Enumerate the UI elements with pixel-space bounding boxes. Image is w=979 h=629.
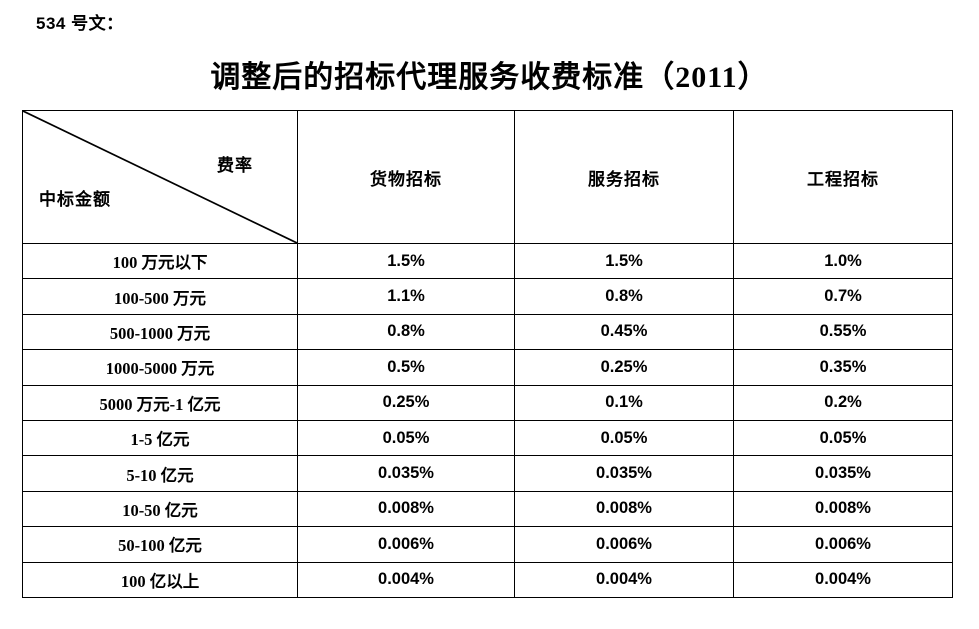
fee-cell: 0.006% (297, 526, 515, 563)
column-header-services: 服务招标 (514, 110, 734, 244)
fee-cell: 0.008% (297, 490, 515, 528)
fee-table-container: 费率 中标金额 货物招标 服务招标 工程招标 100 万元以下 1.5% 1.5… (22, 110, 953, 598)
row-label: 10-50 亿元 (22, 490, 298, 528)
corner-header-cell: 费率 中标金额 (22, 110, 298, 244)
fee-cell: 0.004% (514, 561, 734, 598)
table-row: 10-50 亿元 0.008% 0.008% 0.008% (22, 490, 953, 528)
fee-cell: 0.035% (297, 455, 515, 492)
fee-cell: 0.45% (514, 313, 734, 351)
column-header-engineering: 工程招标 (733, 110, 953, 244)
fee-cell: 1.5% (297, 242, 515, 280)
fee-cell: 1.1% (297, 278, 515, 315)
row-label: 100 亿以上 (22, 561, 298, 598)
table-row: 100-500 万元 1.1% 0.8% 0.7% (22, 278, 953, 315)
row-label: 100 万元以下 (22, 242, 298, 280)
fee-cell: 0.006% (733, 526, 953, 563)
row-label: 1000-5000 万元 (22, 349, 298, 386)
fee-cell: 0.035% (514, 455, 734, 492)
fee-cell: 0.035% (733, 455, 953, 492)
row-label: 1-5 亿元 (22, 419, 298, 457)
fee-cell: 0.05% (297, 419, 515, 457)
fee-cell: 0.006% (514, 526, 734, 563)
fee-cell: 0.004% (733, 561, 953, 598)
row-label: 5000 万元-1 亿元 (22, 384, 298, 421)
fee-cell: 0.8% (297, 313, 515, 351)
doc-number-note: 534 号文： (36, 14, 124, 33)
fee-cell: 0.2% (733, 384, 953, 421)
fee-cell: 1.0% (733, 242, 953, 280)
column-header-goods: 货物招标 (297, 110, 515, 244)
fee-cell: 0.5% (297, 349, 515, 386)
table-row: 5-10 亿元 0.035% 0.035% 0.035% (22, 455, 953, 492)
fee-cell: 0.004% (297, 561, 515, 598)
fee-cell: 0.1% (514, 384, 734, 421)
fee-cell: 0.008% (733, 490, 953, 528)
table-header-row: 费率 中标金额 货物招标 服务招标 工程招标 (22, 110, 953, 244)
fee-cell: 0.25% (297, 384, 515, 421)
fee-table: 费率 中标金额 货物招标 服务招标 工程招标 100 万元以下 1.5% 1.5… (22, 110, 953, 598)
table-row: 100 亿以上 0.004% 0.004% 0.004% (22, 561, 953, 598)
corner-label-bid-amount: 中标金额 (39, 190, 111, 209)
fee-cell: 0.55% (733, 313, 953, 351)
row-label: 5-10 亿元 (22, 455, 298, 492)
fee-cell: 0.35% (733, 349, 953, 386)
fee-cell: 0.25% (514, 349, 734, 386)
table-row: 100 万元以下 1.5% 1.5% 1.0% (22, 242, 953, 280)
fee-cell: 0.7% (733, 278, 953, 315)
table-row: 500-1000 万元 0.8% 0.45% 0.55% (22, 313, 953, 351)
page-title: 调整后的招标代理服务收费标准（2011） (210, 61, 769, 94)
fee-cell: 1.5% (514, 242, 734, 280)
fee-cell: 0.05% (733, 419, 953, 457)
table-row: 1-5 亿元 0.05% 0.05% 0.05% (22, 419, 953, 457)
row-label: 50-100 亿元 (22, 526, 298, 563)
diagonal-divider-line (23, 111, 297, 243)
table-row: 1000-5000 万元 0.5% 0.25% 0.35% (22, 349, 953, 386)
table-row: 50-100 亿元 0.006% 0.006% 0.006% (22, 526, 953, 563)
corner-label-rate: 费率 (217, 156, 253, 175)
fee-cell: 0.05% (514, 419, 734, 457)
row-label: 100-500 万元 (22, 278, 298, 315)
row-label: 500-1000 万元 (22, 313, 298, 351)
fee-cell: 0.8% (514, 278, 734, 315)
table-row: 5000 万元-1 亿元 0.25% 0.1% 0.2% (22, 384, 953, 421)
fee-cell: 0.008% (514, 490, 734, 528)
